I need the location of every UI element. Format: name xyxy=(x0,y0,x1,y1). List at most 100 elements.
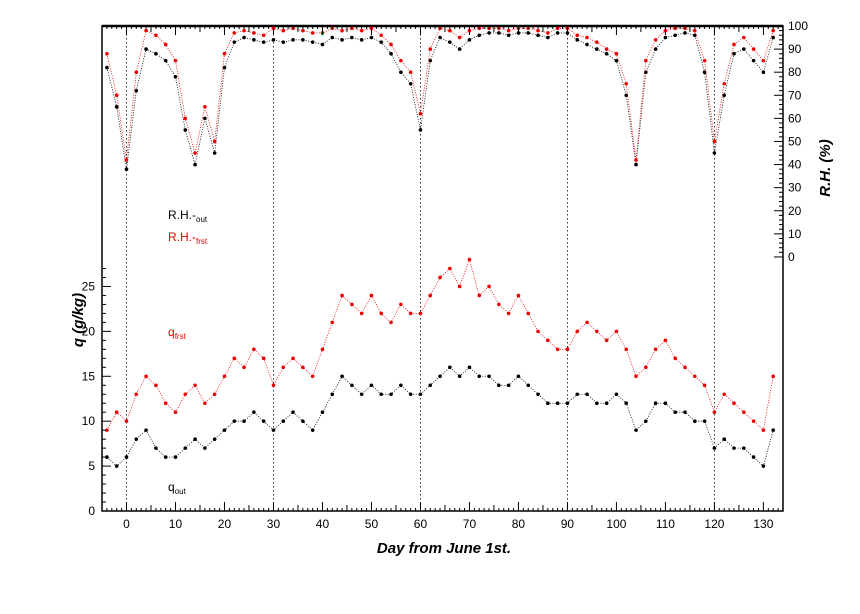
y-left-tick-label: 10 xyxy=(82,414,96,428)
y-axis-right: 0 10 20 30 40 50 60 70 80 90 100 xyxy=(774,19,808,264)
y-right-tick-label: 0 xyxy=(788,250,795,264)
data-point xyxy=(124,167,129,171)
data-point xyxy=(644,419,648,423)
data-point xyxy=(134,70,139,74)
data-point xyxy=(408,311,413,316)
data-point xyxy=(124,455,129,459)
series-trace xyxy=(106,258,774,431)
data-point xyxy=(428,58,433,63)
data-point xyxy=(271,38,276,42)
data-point xyxy=(144,28,148,33)
data-point xyxy=(310,428,315,432)
data-point xyxy=(193,151,197,155)
data-point xyxy=(506,311,511,316)
y-axis-right-title: R.H. (%) xyxy=(817,139,834,197)
y-left-tick-label: 25 xyxy=(82,279,96,293)
y-left-tick-label: 20 xyxy=(82,324,96,338)
data-point xyxy=(291,38,295,42)
data-point xyxy=(252,347,256,352)
data-point xyxy=(105,428,109,432)
data-point xyxy=(644,365,648,370)
data-point xyxy=(467,365,472,370)
data-point xyxy=(301,38,305,42)
y-right-tick-label: 50 xyxy=(788,134,802,148)
y-left-tick-label: 0 xyxy=(88,504,95,518)
data-point xyxy=(232,419,237,423)
data-point xyxy=(271,383,276,388)
data-point xyxy=(624,93,629,98)
data-point xyxy=(693,33,697,38)
y-right-tick-label: 40 xyxy=(788,158,802,172)
data-point xyxy=(134,437,139,441)
data-point xyxy=(506,383,511,388)
data-point xyxy=(340,28,344,33)
data-point xyxy=(585,42,589,47)
x-tick-label: 50 xyxy=(365,517,379,531)
data-point xyxy=(359,28,364,33)
data-point xyxy=(350,35,354,40)
data-point xyxy=(722,392,727,397)
data-point xyxy=(173,410,178,415)
data-point xyxy=(487,31,491,35)
data-point xyxy=(193,383,197,388)
series-label-q-frst: qfrst xyxy=(168,325,187,341)
series-label-q-out: qout xyxy=(168,480,187,496)
data-point xyxy=(242,35,246,40)
data-point xyxy=(281,28,286,33)
x-tick-label: 130 xyxy=(753,517,773,531)
data-point xyxy=(193,162,197,167)
data-point xyxy=(634,162,638,167)
data-point xyxy=(310,40,315,44)
data-point xyxy=(379,392,384,397)
x-tick-label: 70 xyxy=(463,517,477,531)
data-point xyxy=(408,392,413,397)
x-tick-label: 30 xyxy=(267,517,281,531)
data-point xyxy=(438,35,442,40)
data-point xyxy=(712,410,717,415)
data-point xyxy=(663,338,668,343)
series-layer xyxy=(105,26,776,468)
data-point xyxy=(624,347,629,352)
data-point xyxy=(369,293,374,298)
data-point xyxy=(252,410,256,415)
data-point xyxy=(389,320,393,325)
x-tick-label: 110 xyxy=(656,517,675,531)
data-point xyxy=(330,392,335,397)
series-labels: R.H.-out R.H.-frst qfrst qout xyxy=(168,208,208,496)
data-point xyxy=(320,42,325,47)
y-right-tick-label: 30 xyxy=(788,181,802,195)
data-point xyxy=(340,38,344,42)
data-point xyxy=(624,81,629,86)
y-right-tick-label: 90 xyxy=(788,42,802,56)
data-point xyxy=(673,33,678,38)
y-left-tick-label: 5 xyxy=(88,459,95,473)
data-point xyxy=(457,284,462,289)
data-point xyxy=(653,38,658,42)
plot-border xyxy=(101,25,784,512)
data-point xyxy=(712,446,717,450)
y-axis-left: 0 5 10 15 20 25 xyxy=(82,268,111,518)
data-point xyxy=(183,128,188,132)
y-axis-left-title: q (g/kg) xyxy=(70,293,87,347)
data-point xyxy=(448,266,452,271)
data-point xyxy=(359,38,364,42)
y-right-tick-label: 100 xyxy=(788,19,808,33)
x-axis-title: Day from June 1st. xyxy=(377,540,511,557)
x-tick-label: 40 xyxy=(316,517,330,531)
data-point xyxy=(644,58,648,63)
data-point xyxy=(242,365,246,370)
series-q-frst xyxy=(105,257,776,432)
data-point xyxy=(428,47,433,51)
data-point xyxy=(320,410,325,415)
data-point xyxy=(575,38,580,42)
data-point xyxy=(585,35,589,40)
data-point xyxy=(742,410,746,415)
data-point xyxy=(418,128,423,132)
data-point xyxy=(418,311,423,316)
data-point xyxy=(555,31,560,35)
data-point xyxy=(751,58,756,63)
series-R.H.-out xyxy=(105,31,776,171)
data-point xyxy=(261,40,266,44)
data-point xyxy=(350,302,354,307)
x-tick-label: 80 xyxy=(512,517,526,531)
